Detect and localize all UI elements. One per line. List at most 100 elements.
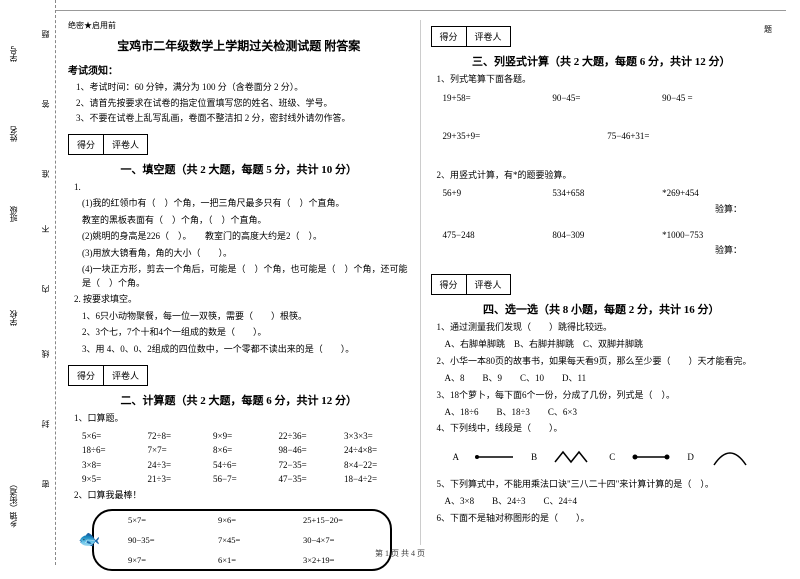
- calc-cell: 534+658: [552, 185, 662, 201]
- r-row3: 56+9 534+658 *269+454: [443, 185, 773, 201]
- reviewer-label: 评卷人: [467, 27, 510, 46]
- score-label: 得分: [69, 135, 104, 154]
- dash-word: 密: [40, 480, 51, 488]
- calc-cell: 5×6=: [82, 429, 148, 443]
- dash-word: 准: [40, 170, 51, 178]
- notice-3: 3、不要在试卷上乱写乱画，卷面不整洁扣 2 分，密封线外请勿作答。: [76, 112, 410, 125]
- top-rule: [56, 10, 786, 11]
- right-column: 得分 评卷人 三、列竖式计算（共 2 大题，每题 6 分，共计 12 分） 1、…: [421, 20, 783, 545]
- line-shapes: A B C D: [445, 444, 759, 470]
- calc-cell: 90−45=: [552, 90, 662, 106]
- calc-cell: *269+454: [662, 185, 772, 201]
- calc-cell: 19+58=: [443, 90, 553, 106]
- q1e: (4)一块正方形，剪去一个角后，可能是（ ）个角，也可能是（ ）个角，还可能是（…: [82, 263, 410, 290]
- calc-cell: 24÷4×8=: [344, 443, 410, 457]
- c-q4: 4、下列线中，线段是（ ）。: [437, 422, 773, 436]
- shape-label-d: D: [687, 452, 694, 462]
- calc-cell: 3×8=: [82, 458, 148, 472]
- calc-cell: 75−46+31=: [607, 128, 772, 144]
- notice-head: 考试须知：: [68, 62, 410, 77]
- shape-d: [710, 445, 750, 469]
- score-box-4: 得分 评卷人: [431, 274, 511, 295]
- calc-cell: 9×6=: [218, 515, 236, 525]
- calc-cell: 804−309: [552, 227, 662, 243]
- r-row1: 19+58= 90−45= 90−45 =: [443, 90, 773, 106]
- calc2-stem: 2、口算我最棒！: [74, 489, 410, 503]
- bind-label-name: 姓名: [8, 126, 19, 142]
- dash-word: 答: [40, 100, 51, 108]
- calc-cell: 90−35=: [128, 535, 155, 545]
- q1d: (3)用放大镜看角，角的大小（ ）。: [82, 247, 410, 261]
- section-1-title: 一、填空题（共 2 大题，每题 5 分，共计 10 分）: [68, 161, 410, 177]
- score-label: 得分: [69, 366, 104, 385]
- secret-mark: 绝密★启用前: [68, 20, 410, 31]
- calc-cell: 8×4−22=: [344, 458, 410, 472]
- calc-cell: 25+15−20=: [303, 515, 343, 525]
- calc-cell: 9×9=: [213, 429, 279, 443]
- shape-label-a: A: [453, 452, 460, 462]
- calc-cell: 475−248: [443, 227, 553, 243]
- q2a: 1、6只小动物聚餐，每一位一双筷，需要（ ）根筷。: [82, 310, 410, 324]
- bind-label-school: 学校: [8, 310, 19, 326]
- c-q3o: A、18÷6 B、18÷3 C、6×3: [445, 405, 773, 419]
- calc-cell: 18÷6=: [82, 443, 148, 457]
- corner-mark: 题: [764, 24, 772, 35]
- binding-margin: 学号 姓名 班级 学校 乡镇（街道） 题 答 准 不 内 线 封 密: [0, 0, 56, 565]
- calc-cell: 90−45 =: [662, 90, 772, 106]
- calc-row-2: 18÷6= 7×7= 8×6= 98−46= 24÷4×8=: [82, 443, 410, 457]
- bubble-figure: 🐟 5×7= 9×6= 25+15−20= 90−35= 7×45= 30−4×…: [78, 509, 410, 579]
- calc-cell: 3×3×3=: [344, 429, 410, 443]
- dash-word: 内: [40, 285, 51, 293]
- calc1-stem: 1、口算题。: [74, 412, 410, 426]
- fish-icon: 🐟: [78, 529, 100, 550]
- c-q3: 3、18个萝卜，每下面6个一份，分成了几份，列式是（ ）。: [437, 389, 773, 403]
- calc-cell: 29+35+9=: [443, 128, 608, 144]
- c-q2: 2、小华一本80页的故事书，如果每天看9页，那么至少要（ ）天才能看完。: [437, 355, 773, 369]
- dash-word: 不: [40, 225, 51, 233]
- calc-cell: 7×45=: [218, 535, 240, 545]
- shape-c: [631, 447, 671, 467]
- calc-cell: 98−46=: [279, 443, 345, 457]
- exam-title: 宝鸡市二年级数学上学期过关检测试题 附答案: [68, 37, 410, 54]
- q1b: 教室的黑板表面有（ ）个角，（ ）个直角。: [82, 214, 410, 228]
- c-q1: 1、通过测量我们发现（ ）跳得比较远。: [437, 321, 773, 335]
- score-box-1: 得分 评卷人: [68, 134, 148, 155]
- verify-1: 验算：: [431, 202, 743, 215]
- calc-cell: 5×7=: [128, 515, 146, 525]
- c-q2o: A、8 B、9 C、10 D、11: [445, 371, 773, 385]
- notice-1: 1、考试时间：60 分钟，满分为 100 分（含卷面分 2 分）。: [76, 81, 410, 94]
- calc-cell: 30−4×7=: [303, 535, 334, 545]
- q1a: (1)我的红领巾有（ ）个角，一把三角尺最多只有（ ）个直角。: [82, 197, 410, 211]
- bind-label-town: 乡镇（街道）: [8, 480, 19, 528]
- c-q5: 5、下列算式中，不能用乘法口诀"三八二十四"来计算计算的是（ ）。: [437, 478, 773, 492]
- c-q1o: A、右脚单脚跳 B、右脚并脚跳 C、双脚并脚跳: [445, 337, 773, 351]
- q1c: (2)姚明的身高是226（ ）。 教室门的高度大约是2（ ）。: [82, 230, 410, 244]
- q2b: 2、3个七，7个十和4个一组成的数是（ ）。: [82, 326, 410, 340]
- calc-cell: 9×5=: [82, 472, 148, 486]
- calc-cell: 47−35=: [279, 472, 345, 486]
- reviewer-label: 评卷人: [104, 366, 147, 385]
- dash-word: 封: [40, 420, 51, 428]
- bind-label-class: 班级: [8, 206, 19, 222]
- calc-cell: 72−35=: [279, 458, 345, 472]
- calc-cell: 18−4÷2=: [344, 472, 410, 486]
- calc-cell: 22÷36=: [279, 429, 345, 443]
- r-row4: 475−248 804−309 *1000−753: [443, 227, 773, 243]
- calc-row-3: 3×8= 24÷3= 54÷6= 72−35= 8×4−22=: [82, 458, 410, 472]
- r-q1-stem: 1、列式笔算下面各题。: [437, 73, 773, 87]
- bind-label-id: 学号: [8, 46, 19, 62]
- calc-cell: 56−7=: [213, 472, 279, 486]
- verify-2: 验算：: [431, 243, 743, 256]
- shape-label-b: B: [531, 452, 537, 462]
- reviewer-label: 评卷人: [467, 275, 510, 294]
- calc-row-1: 5×6= 72÷8= 9×9= 22÷36= 3×3×3=: [82, 429, 410, 443]
- section-4-title: 四、选一选（共 8 小题，每题 2 分，共计 16 分）: [431, 301, 773, 317]
- q2-stem: 2. 按要求填空。: [74, 293, 410, 307]
- calc-cell: 8×6=: [213, 443, 279, 457]
- reviewer-label: 评卷人: [104, 135, 147, 154]
- q2c: 3、用 4、0、0、2组成的四位数中，一个零都不读出来的是（ ）。: [82, 343, 410, 357]
- score-box-2: 得分 评卷人: [68, 365, 148, 386]
- page-footer: 第 1 页 共 4 页: [0, 548, 800, 559]
- left-column: 绝密★启用前 宝鸡市二年级数学上学期过关检测试题 附答案 考试须知： 1、考试时…: [58, 20, 421, 545]
- r-row2: 29+35+9= 75−46+31=: [443, 128, 773, 144]
